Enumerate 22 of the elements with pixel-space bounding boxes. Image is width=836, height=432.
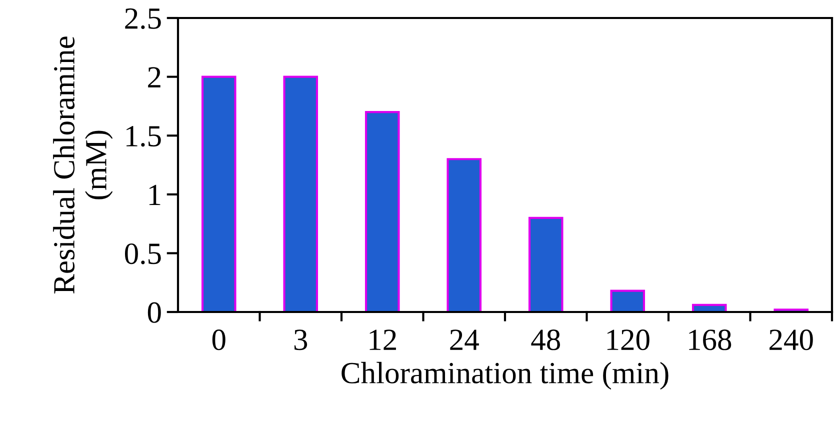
bar — [528, 216, 564, 312]
x-tick-label: 0 — [212, 330, 226, 350]
y-tick-label: 0 — [148, 302, 161, 323]
x-tick-label: 168 — [689, 330, 732, 350]
y-tick-label: 2.5 — [125, 8, 161, 30]
x-tick-label: 120 — [607, 330, 650, 350]
x-axis-title: Chloramination time (min) — [342, 362, 668, 390]
x-tick-label: 3 — [294, 330, 308, 350]
x-tick-label: 48 — [531, 330, 560, 350]
bar — [283, 76, 318, 312]
bar — [446, 158, 482, 312]
x-tick-label: 12 — [370, 330, 396, 350]
y-tick-label: 2 — [148, 67, 160, 88]
x-tick-label: 240 — [770, 330, 813, 350]
y-axis-title: Residual Chloramine (mM) — [53, 36, 113, 294]
y-tick-label: 1.5 — [126, 126, 161, 147]
bar — [610, 290, 646, 312]
y-tick-label: 0.5 — [125, 243, 161, 264]
bar — [364, 111, 400, 312]
y-tick-label: 1 — [149, 184, 160, 205]
x-tick-label: 24 — [450, 330, 479, 350]
bar — [201, 76, 236, 312]
